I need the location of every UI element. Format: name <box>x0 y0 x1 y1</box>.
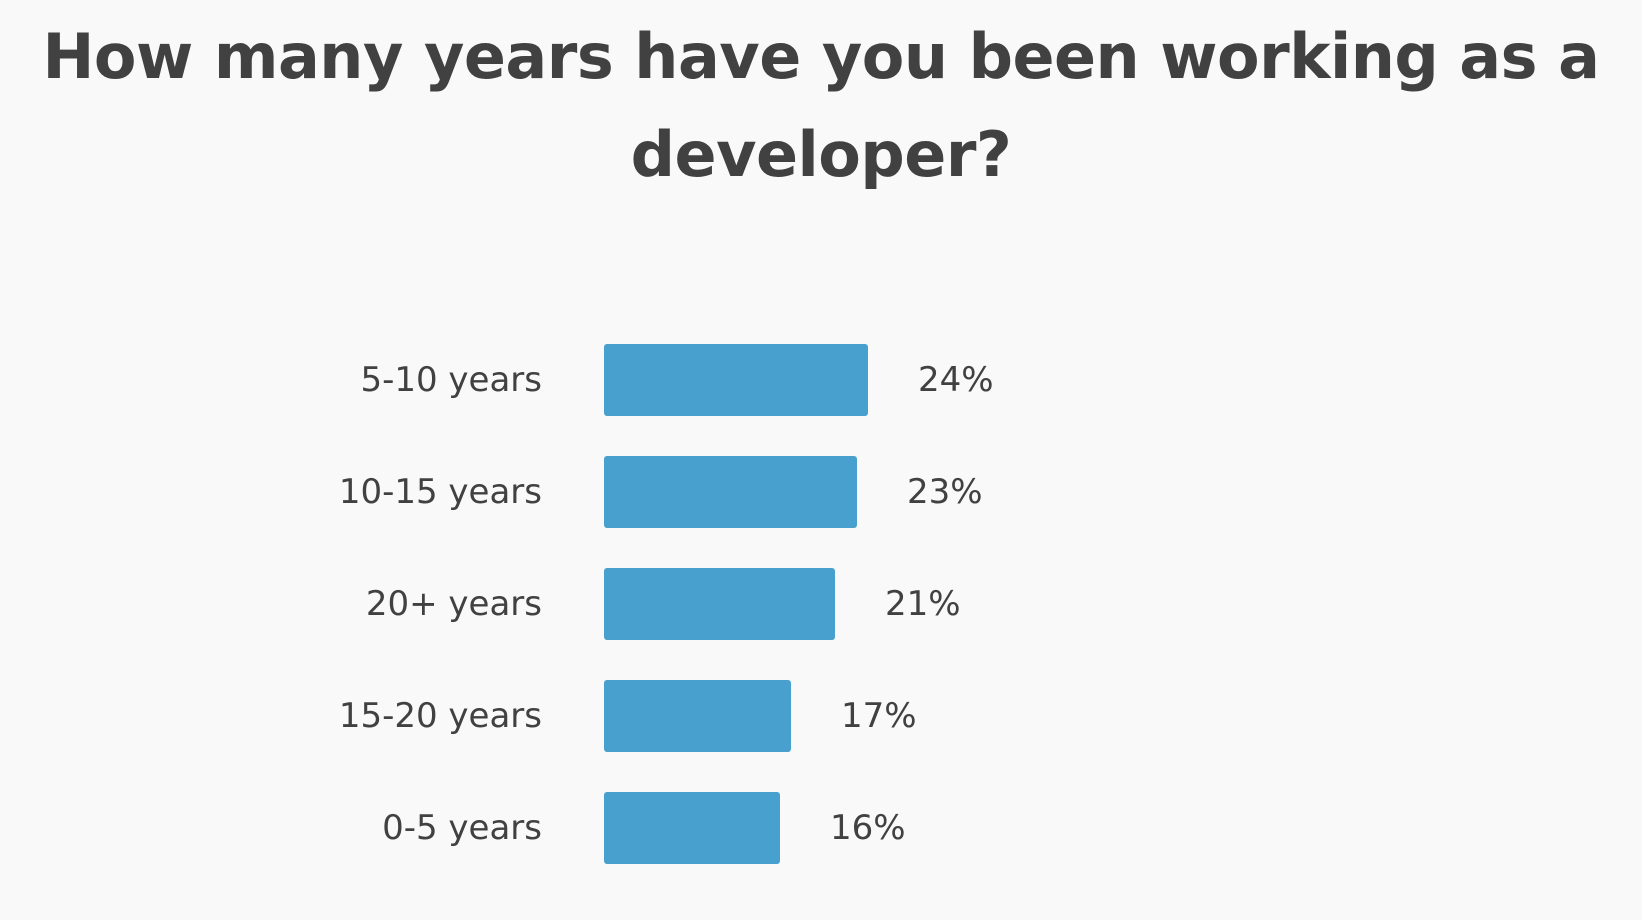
bar-1 <box>604 456 857 528</box>
chart-title: How many years have you been working as … <box>42 20 1600 191</box>
value-label-3: 17% <box>841 696 917 736</box>
bar-2 <box>604 568 835 640</box>
bars-group: 5-10 years 24% 10-15 years 23% 20+ years 21% 1… <box>339 344 994 864</box>
category-label-3: 15-20 years <box>339 696 542 736</box>
value-label-2: 21% <box>885 584 961 624</box>
value-label-1: 23% <box>907 472 983 512</box>
bar-4 <box>604 792 780 864</box>
bar-0 <box>604 344 868 416</box>
value-label-4: 16% <box>830 808 906 848</box>
category-label-4: 0-5 years <box>382 808 542 848</box>
value-label-0: 24% <box>918 360 994 400</box>
category-label-1: 10-15 years <box>339 472 542 512</box>
category-label-2: 20+ years <box>366 584 542 624</box>
category-label-0: 5-10 years <box>360 360 542 400</box>
bar-3 <box>604 680 791 752</box>
